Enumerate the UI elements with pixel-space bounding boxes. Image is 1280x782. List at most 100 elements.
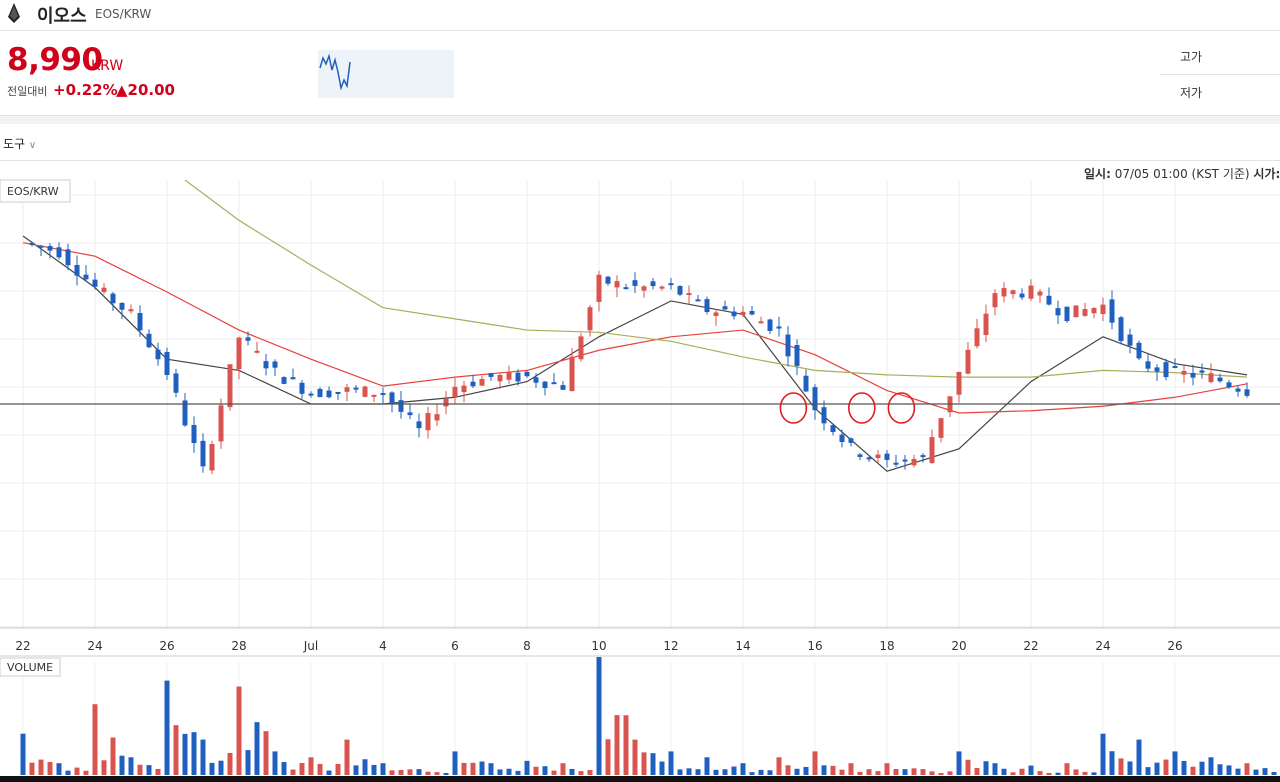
volume-bar	[1082, 771, 1088, 775]
candle-body	[137, 313, 143, 331]
volume-bar	[596, 657, 602, 775]
volume-bar	[902, 769, 908, 775]
x-tick-label: 26	[159, 639, 174, 653]
volume-bar	[470, 762, 476, 775]
x-tick-label: 6	[451, 639, 459, 653]
volume-bar	[182, 733, 188, 775]
candle-body	[785, 334, 791, 357]
candle-body	[578, 336, 584, 360]
volume-bar	[290, 769, 296, 775]
candle-body	[1181, 371, 1187, 375]
candle-body	[1190, 372, 1196, 378]
volume-bar	[1136, 739, 1142, 775]
high-price-label: 고가	[1180, 50, 1203, 64]
candle-body	[119, 302, 125, 310]
chart-title: EOS/KRW	[7, 185, 59, 198]
candle-body	[623, 287, 629, 290]
volume-bar	[956, 751, 962, 775]
candle-body	[380, 393, 386, 396]
volume-bar	[425, 771, 431, 775]
candle-body	[254, 350, 260, 353]
volume-bar	[821, 765, 827, 775]
change-rate: +0.22%	[53, 81, 118, 99]
volume-bar	[380, 763, 386, 775]
volume-bar	[794, 768, 800, 775]
volume-bar	[407, 769, 413, 775]
volume-bar	[911, 768, 917, 775]
candle-body	[776, 326, 782, 329]
candle-body	[326, 390, 332, 398]
volume-bar	[299, 763, 305, 775]
volume-bar	[965, 759, 971, 775]
volume-bar	[443, 773, 449, 775]
volume-bar	[326, 770, 332, 775]
volume-bar	[479, 761, 485, 775]
volume-bar	[1181, 760, 1187, 775]
candle-body	[839, 434, 845, 442]
volume-bar	[1010, 772, 1016, 775]
candle-body	[173, 373, 179, 393]
volume-bar	[830, 765, 836, 775]
volume-bar	[191, 732, 197, 775]
candle-body	[218, 405, 224, 442]
current-price: 8,990	[7, 42, 103, 78]
candle-body	[929, 437, 935, 464]
volume-bar	[236, 686, 242, 775]
volume-bar	[533, 766, 539, 775]
candle-body	[803, 375, 809, 392]
volume-bar	[1001, 768, 1007, 775]
top-bar: 이오스 EOS/KRW	[0, 0, 1280, 31]
candle-body	[758, 321, 764, 324]
candle-body	[182, 400, 188, 426]
candle-body	[893, 462, 899, 465]
volume-bar	[218, 760, 224, 775]
volume-bar	[173, 725, 179, 775]
candle-body	[587, 307, 593, 331]
volume-bar	[74, 767, 80, 775]
volume-bar	[164, 680, 170, 775]
volume-bar	[209, 762, 215, 775]
price-unit: KRW	[91, 58, 124, 74]
volume-bar	[560, 763, 566, 775]
volume-bar	[974, 768, 980, 775]
candle-body	[974, 328, 980, 347]
volume-bar	[146, 765, 152, 775]
volume-bar	[47, 762, 53, 775]
candle-body	[1037, 291, 1043, 296]
volume-bar	[1100, 733, 1106, 775]
candle-body	[1154, 367, 1160, 372]
candle-body	[875, 454, 881, 459]
candle-body	[686, 293, 692, 296]
candle-body	[1001, 288, 1007, 297]
volume-bar	[848, 763, 854, 775]
volume-bar	[245, 750, 251, 775]
candle-body	[1064, 306, 1070, 322]
volume-bar	[56, 763, 62, 775]
candle-body	[281, 377, 287, 384]
x-tick-label: 8	[523, 639, 531, 653]
volume-bar	[947, 771, 953, 775]
candle-body	[938, 418, 944, 438]
series-line	[22, 235, 1248, 472]
volume-bar	[1127, 761, 1133, 775]
candle-body	[164, 351, 170, 375]
annotation-circle	[779, 392, 808, 424]
candle-body	[263, 361, 269, 369]
volume-bar	[578, 771, 584, 775]
chart-title-box	[0, 179, 71, 203]
volume-bar	[155, 768, 161, 775]
candle-body	[1244, 389, 1250, 396]
volume-bar	[371, 764, 377, 775]
volume-bar	[1073, 769, 1079, 775]
candle-body	[902, 459, 908, 462]
tools-dropdown[interactable]: 도구 ∨	[3, 135, 36, 152]
candle-body	[650, 281, 656, 287]
section-divider	[0, 115, 1280, 124]
candle-body	[56, 247, 62, 258]
volume-bar	[623, 715, 629, 775]
volume-bar	[1226, 765, 1232, 775]
candle-body	[767, 319, 773, 331]
candles	[29, 241, 1250, 475]
volume-bar	[893, 769, 899, 775]
